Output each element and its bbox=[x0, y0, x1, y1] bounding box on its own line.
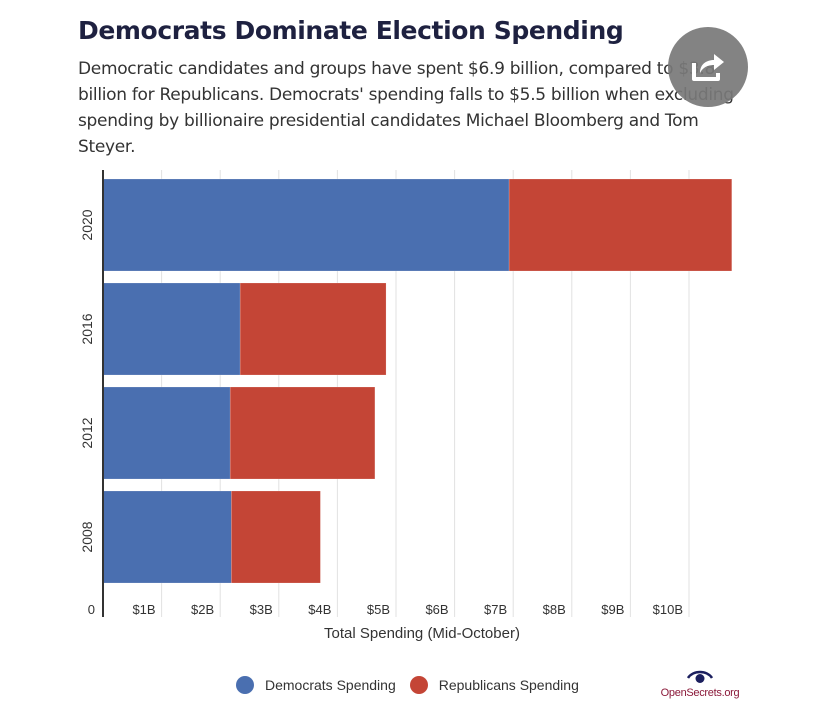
legend-label: Democrats Spending bbox=[265, 677, 396, 693]
chart-title: Democrats Dominate Election Spending bbox=[78, 16, 624, 45]
eye-icon bbox=[686, 670, 714, 683]
x-tick-label: $4B bbox=[308, 602, 331, 617]
x-axis-labels: 0 $1B $2B $3B $4B $5B $6B $7B $8B $9B $10B bbox=[88, 602, 683, 617]
chart-subtitle: Democratic candidates and groups have sp… bbox=[78, 59, 734, 157]
x-tick-label: $9B bbox=[601, 602, 624, 617]
x-tick-label: $8B bbox=[543, 602, 566, 617]
bar-republicans-2008[interactable] bbox=[231, 490, 321, 584]
x-tick-label: 0 bbox=[88, 602, 95, 617]
bars bbox=[102, 178, 733, 584]
share-button[interactable] bbox=[668, 27, 748, 107]
y-tick-label: 2008 bbox=[79, 521, 95, 552]
opensecrets-logo[interactable]: OpenSecrets.org bbox=[660, 670, 740, 699]
bar-democrats-2020[interactable] bbox=[102, 178, 510, 272]
y-tick-label: 2020 bbox=[79, 209, 95, 240]
bar-republicans-2012[interactable] bbox=[229, 386, 376, 480]
legend: Democrats Spending Republicans Spending bbox=[236, 676, 593, 694]
x-tick-label: $3B bbox=[250, 602, 273, 617]
democrats-swatch bbox=[236, 676, 254, 694]
bar-republicans-2016[interactable] bbox=[239, 282, 387, 376]
x-tick-label: $1B bbox=[132, 602, 155, 617]
bar-democrats-2008[interactable] bbox=[102, 490, 232, 584]
republicans-swatch bbox=[409, 676, 428, 694]
legend-label: Republicans Spending bbox=[438, 677, 579, 693]
share-icon bbox=[692, 54, 724, 81]
legend-item-democrats[interactable]: Democrats Spending bbox=[236, 676, 396, 694]
y-tick-label: 2016 bbox=[79, 313, 95, 344]
y-axis-labels: 2020 2016 2012 2008 bbox=[79, 209, 95, 552]
x-axis-title: Total Spending (Mid-October) bbox=[324, 625, 520, 642]
bar-republicans-2020[interactable] bbox=[508, 178, 733, 272]
x-tick-label: $7B bbox=[484, 602, 507, 617]
bar-democrats-2016[interactable] bbox=[102, 282, 241, 376]
legend-item-republicans[interactable]: Republicans Spending bbox=[409, 676, 579, 694]
x-tick-label: $2B bbox=[191, 602, 214, 617]
brand-text: OpenSecrets.org bbox=[660, 687, 740, 699]
bar-democrats-2012[interactable] bbox=[102, 386, 231, 480]
x-tick-label: $10B bbox=[653, 602, 683, 617]
y-tick-label: 2012 bbox=[79, 417, 95, 448]
x-tick-label: $6B bbox=[425, 602, 448, 617]
x-tick-label: $5B bbox=[367, 602, 390, 617]
